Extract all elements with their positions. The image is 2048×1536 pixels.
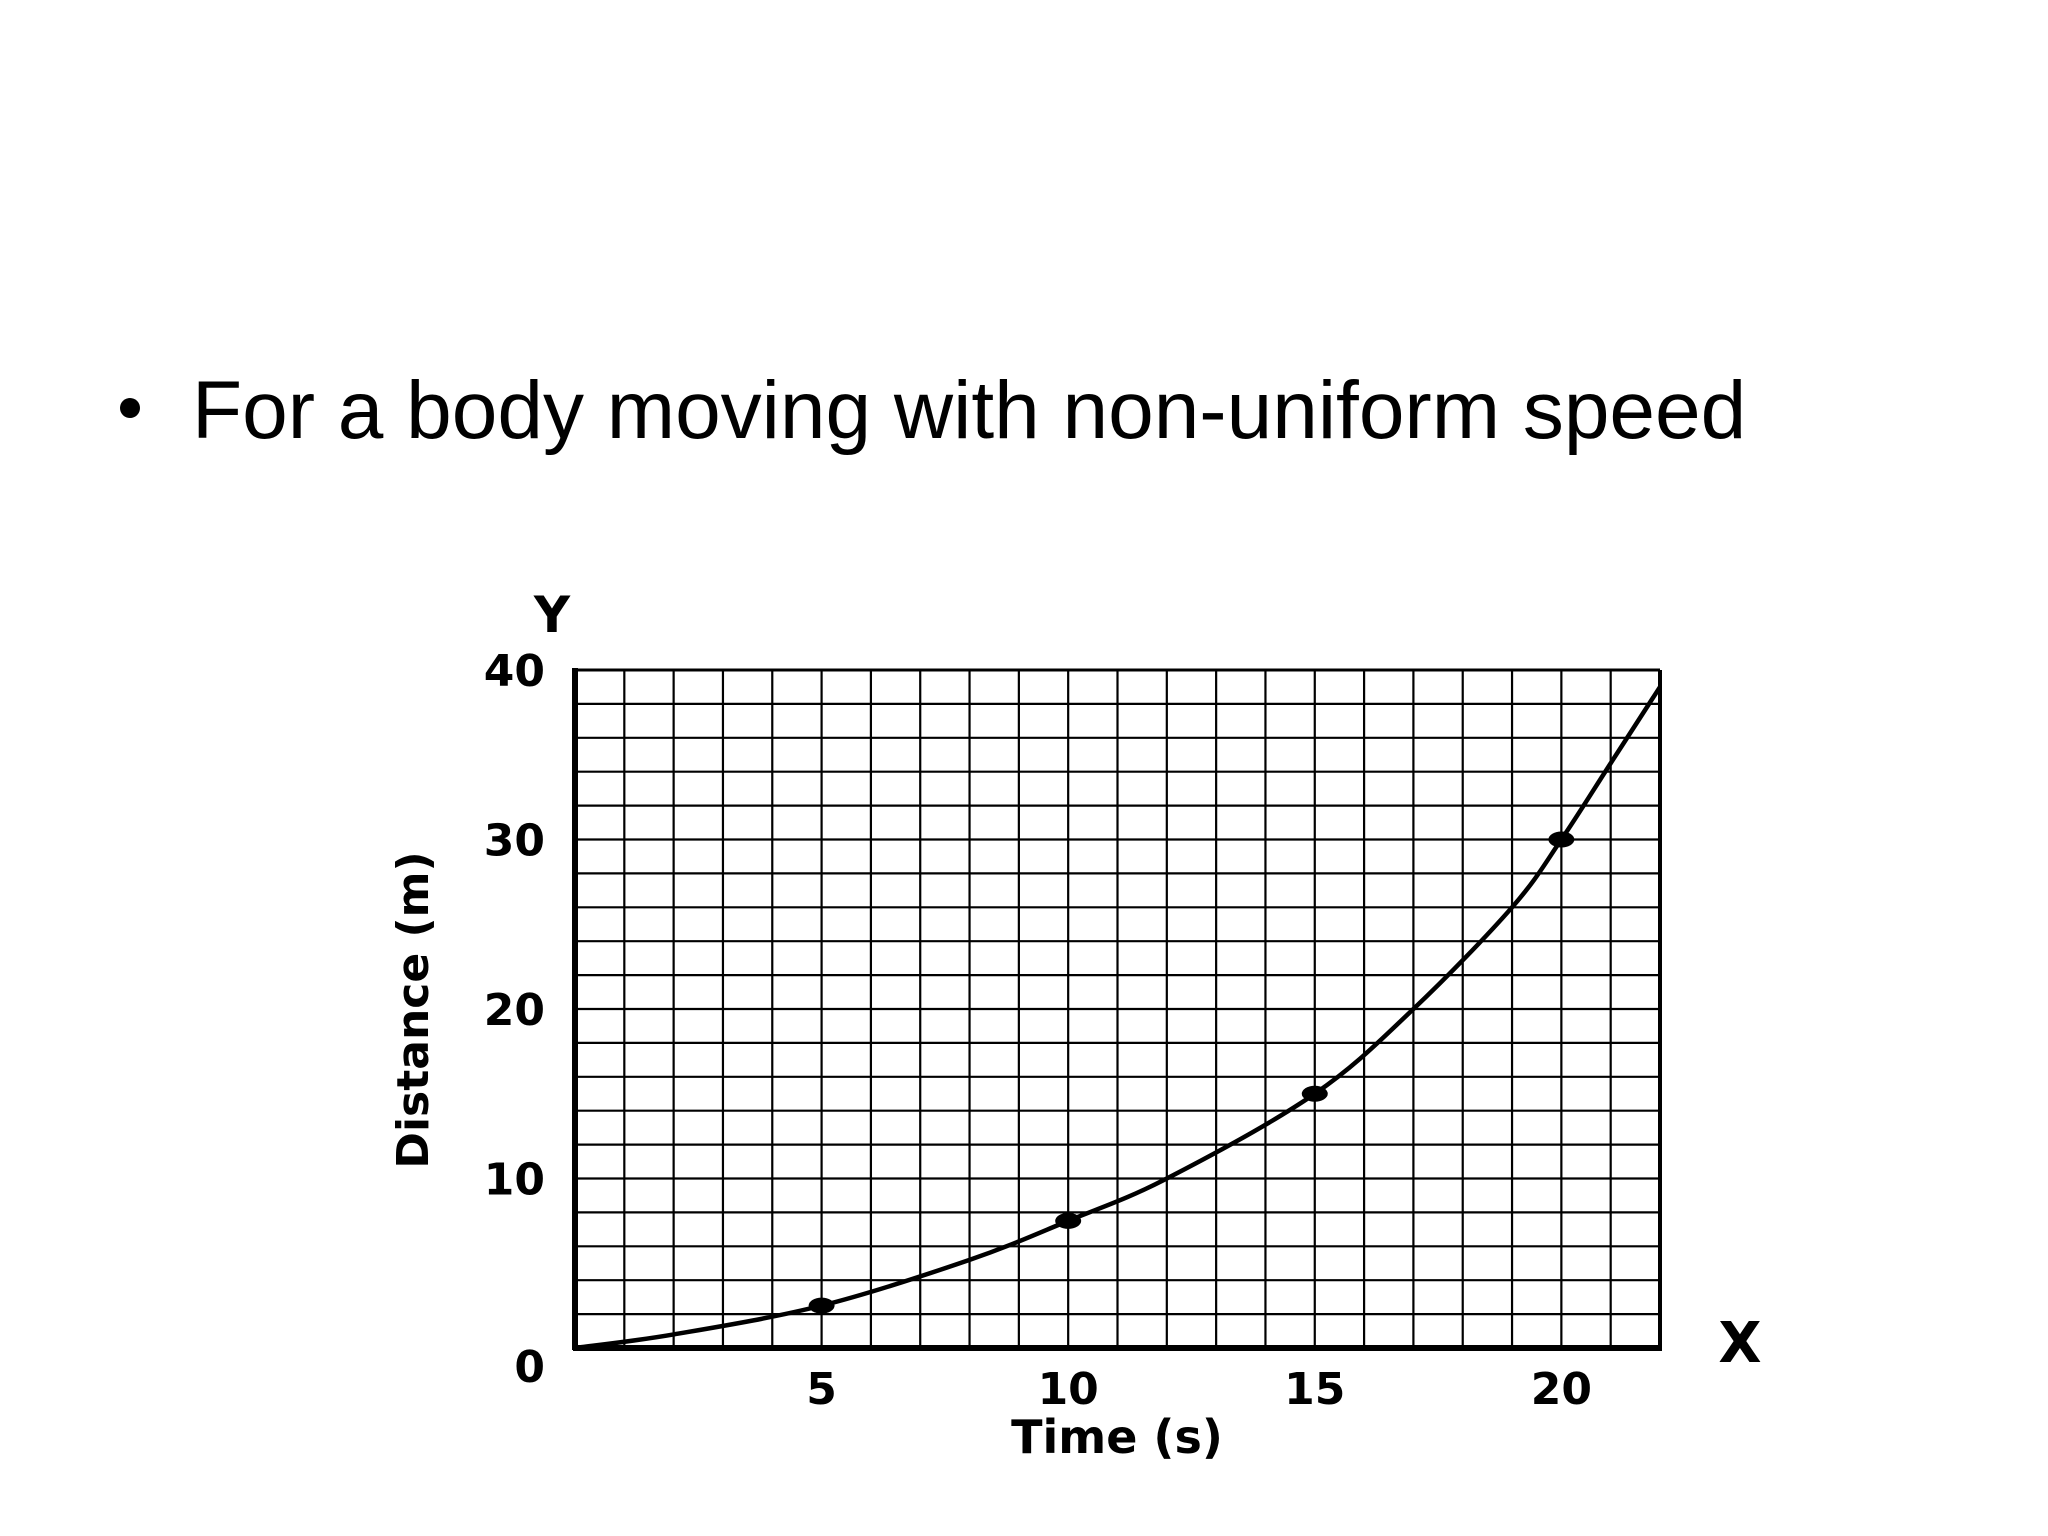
y-tick-label: 20 xyxy=(484,985,545,1036)
data-point xyxy=(1301,1085,1328,1102)
bullet-point: For a body moving with non-uniform speed xyxy=(120,370,1746,452)
data-point xyxy=(808,1297,835,1314)
bullet-icon xyxy=(120,398,140,419)
data-point xyxy=(1548,831,1575,848)
data-point xyxy=(1055,1212,1082,1229)
x-tick-label: 5 xyxy=(806,1364,837,1415)
x-tick-label: 20 xyxy=(1531,1364,1592,1415)
y-tick-label: 40 xyxy=(484,646,545,697)
y-tick-label: 10 xyxy=(484,1155,545,1206)
chart-frame xyxy=(572,668,1662,1351)
x-tick-label: 10 xyxy=(1038,1364,1099,1415)
chart-grid xyxy=(573,668,1662,1350)
origin-label: 0 xyxy=(514,1342,545,1393)
y-tick-label: 30 xyxy=(484,816,545,867)
x-tick-label: 15 xyxy=(1284,1364,1345,1415)
x-axis-label: Time (s) xyxy=(1011,1410,1223,1464)
x-axis-letter: X xyxy=(1718,1311,1761,1376)
chart-points xyxy=(808,831,1575,1314)
y-axis-label: Distance (m) xyxy=(388,851,439,1168)
y-axis-letter: Y xyxy=(533,586,571,644)
chart-tick-labels: 5 10 15 20 10 20 30 40 xyxy=(484,646,1592,1415)
bullet-text: For a body moving with non-uniform speed xyxy=(192,365,1747,456)
